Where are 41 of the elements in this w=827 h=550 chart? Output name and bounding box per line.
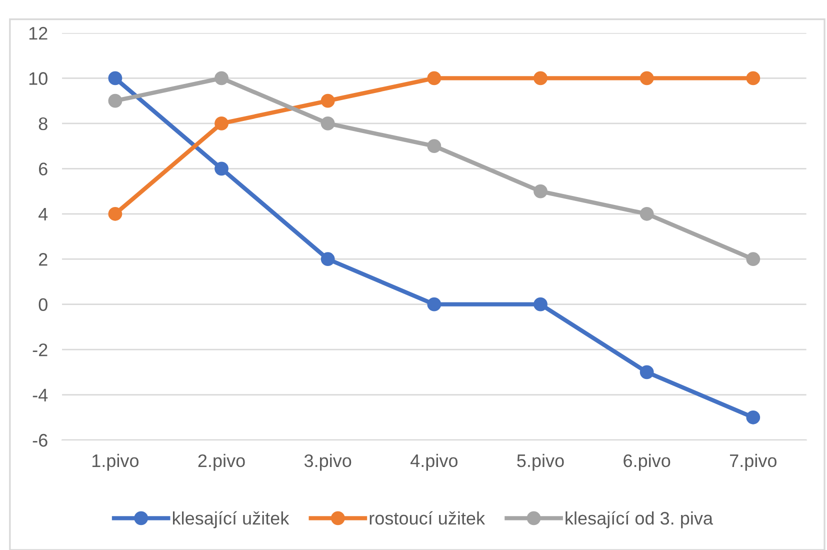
point (746, 252, 760, 266)
y-tick-label: 10 (29, 72, 48, 85)
y-tick-label: -4 (32, 388, 48, 402)
y-tick-label: 6 (39, 162, 48, 176)
point (746, 410, 760, 424)
point (320, 94, 335, 108)
point (427, 139, 442, 153)
point (108, 71, 122, 86)
y-tick-label: 2 (39, 253, 48, 266)
point (108, 94, 122, 108)
point (534, 297, 548, 312)
legend-label: klesající od 3. piva (566, 511, 714, 528)
legend-label: klesající užitek (172, 511, 290, 528)
point (640, 71, 654, 86)
x-tick-label: 2.pivo (198, 454, 245, 471)
point (427, 297, 442, 312)
x-tick-label: 3.pivo (304, 454, 352, 471)
y-tick-label: 0 (38, 298, 48, 312)
point (534, 71, 548, 86)
y-tick-label: -2 (32, 343, 48, 356)
point (214, 116, 228, 130)
y-tick-label: -6 (32, 434, 48, 447)
point (214, 71, 228, 86)
x-tick-label: 6.pivo (624, 454, 670, 471)
x-tick-label: 4.pivo (410, 454, 458, 471)
point (746, 71, 760, 86)
y-tick-label: 12 (29, 26, 48, 40)
point (640, 206, 654, 221)
point (320, 252, 335, 266)
point (108, 206, 122, 221)
point (320, 116, 335, 130)
point (534, 184, 548, 198)
x-tick-label: 5.pivo (517, 454, 564, 471)
x-tick-label: 1.pivo (92, 454, 139, 471)
point (640, 365, 654, 380)
point (214, 162, 228, 176)
y-tick-label: 8 (38, 117, 48, 130)
point (427, 71, 442, 86)
x-tick-label: 7.pivo (730, 454, 776, 471)
legend-label: rostoucí užitek (370, 511, 486, 525)
y-tick-label: 4 (38, 208, 48, 220)
